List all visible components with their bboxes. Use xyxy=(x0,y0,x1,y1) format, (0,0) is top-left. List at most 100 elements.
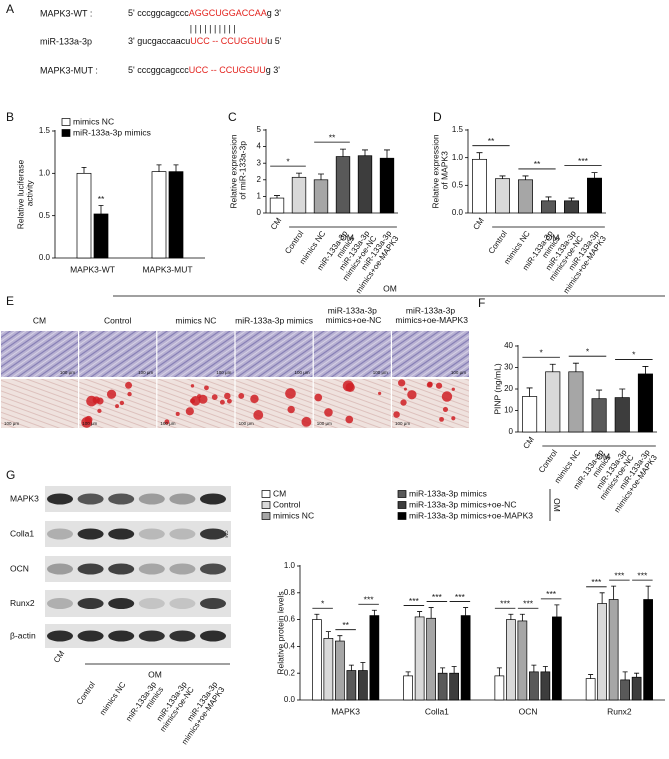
blot-row-label: OCN xyxy=(10,563,29,573)
y-axis-label: Relative expression of MAPK3 xyxy=(431,134,450,208)
stain-nodule xyxy=(238,392,245,399)
y-tick-label: 1.0 xyxy=(284,561,296,570)
legend-label: miR-133a-3p mimics xyxy=(409,488,487,498)
bar xyxy=(608,599,619,701)
stain-nodule xyxy=(345,382,355,393)
bar xyxy=(614,397,630,433)
blot-band xyxy=(108,598,135,609)
sequence: 5' cccggcagcccUCC -- CCUGGUUg 3' xyxy=(128,65,280,75)
error-bar xyxy=(519,613,525,621)
stain-nodule xyxy=(189,398,196,404)
error-bar xyxy=(591,172,598,179)
panel-label: B xyxy=(6,110,14,124)
scale-bar-label: 100 μm xyxy=(138,370,153,375)
sequence-label: MAPK3-MUT : xyxy=(40,65,98,75)
bar xyxy=(269,197,285,214)
blot-band xyxy=(169,630,196,642)
sequence-part: UCC -- CCUGGUU xyxy=(189,65,266,75)
significance-label: *** xyxy=(578,156,589,166)
stain-nodule xyxy=(211,394,218,401)
legend-swatch xyxy=(261,490,271,498)
bar xyxy=(495,178,510,214)
bar xyxy=(518,179,533,214)
stain-image xyxy=(1,331,78,377)
blot-band xyxy=(138,563,165,575)
stain-image xyxy=(79,331,157,377)
error-bar xyxy=(314,613,320,620)
legend-swatch xyxy=(397,501,407,509)
scale-bar-label: 100 μm xyxy=(82,421,97,426)
bar xyxy=(597,603,607,701)
error-bar xyxy=(568,197,575,201)
error-bar xyxy=(440,667,446,674)
error-bar xyxy=(325,631,331,639)
x-tick-label: Colla1 xyxy=(425,706,449,716)
y-axis-label: Relative protein levels xyxy=(275,591,285,674)
bar xyxy=(522,396,538,433)
blot-band xyxy=(47,528,73,540)
stain-nodule xyxy=(81,417,93,428)
bar xyxy=(335,640,345,701)
stain-nodule xyxy=(106,389,117,399)
significance-label: *** xyxy=(364,594,375,604)
column-label: miR-133a-3p mimics xyxy=(235,315,313,325)
bar xyxy=(335,156,351,214)
error-bar xyxy=(384,149,390,159)
y-tick-label: 0.8 xyxy=(284,588,296,597)
error-bar xyxy=(499,175,506,179)
error-bar xyxy=(522,175,529,180)
blot-band xyxy=(77,563,104,575)
bar xyxy=(540,671,551,701)
scale-bar-label: 100 μm xyxy=(216,370,231,375)
bar xyxy=(369,615,380,701)
blot-band xyxy=(169,528,196,540)
legend-swatch xyxy=(397,490,407,498)
significance-label: ** xyxy=(488,136,495,146)
y-tick-label: 0.5 xyxy=(39,211,51,220)
bar xyxy=(506,619,516,701)
y-tick-label: 10 xyxy=(504,406,513,415)
panel-label: G xyxy=(6,468,15,482)
y-tick-label: 20 xyxy=(504,384,513,393)
error-bar xyxy=(542,666,548,672)
error-bar xyxy=(98,205,104,214)
error-bar xyxy=(156,164,162,172)
y-tick-label: 0.2 xyxy=(284,668,296,677)
legend-label: mimics NC xyxy=(273,510,314,520)
y-axis-label: PINP (ng/mL) xyxy=(492,363,502,415)
bar xyxy=(631,676,642,701)
legend-swatch xyxy=(397,512,407,520)
significance-label: *** xyxy=(546,589,557,599)
error-bar xyxy=(340,148,346,157)
blot-band xyxy=(138,598,165,609)
blot-row-label: Runx2 xyxy=(10,598,35,608)
bar xyxy=(472,158,487,214)
blot-band xyxy=(200,563,226,575)
bar xyxy=(168,171,184,259)
error-bar xyxy=(428,607,434,619)
y-tick-label: 0.5 xyxy=(452,180,464,189)
stain-nodule xyxy=(378,391,382,395)
bar xyxy=(545,371,561,433)
error-bar xyxy=(642,366,649,374)
stain-nodule xyxy=(219,399,225,405)
y-tick-label: 5 xyxy=(257,125,262,134)
bar xyxy=(460,615,471,701)
stain-image xyxy=(235,379,313,428)
error-bar xyxy=(554,604,560,617)
sequence-part: 5' cccggcagccc xyxy=(128,8,189,18)
y-axis-label: Relative expression of miR-133a-3p xyxy=(229,134,248,208)
stain-nodule xyxy=(250,394,259,404)
y-tick-label: 4 xyxy=(257,142,262,151)
y-tick-label: 0.4 xyxy=(284,642,296,651)
legend-label: mimics NC xyxy=(73,116,114,126)
stain-nodule xyxy=(442,406,449,413)
blot-row-label: Colla1 xyxy=(10,528,34,538)
error-bar xyxy=(451,666,457,674)
y-tick-label: 1 xyxy=(257,192,262,201)
error-bar xyxy=(549,363,556,372)
stain-nodule xyxy=(97,408,102,414)
legend-label: miR-133a-3p mimics xyxy=(73,127,151,137)
legend-swatch xyxy=(61,118,71,126)
